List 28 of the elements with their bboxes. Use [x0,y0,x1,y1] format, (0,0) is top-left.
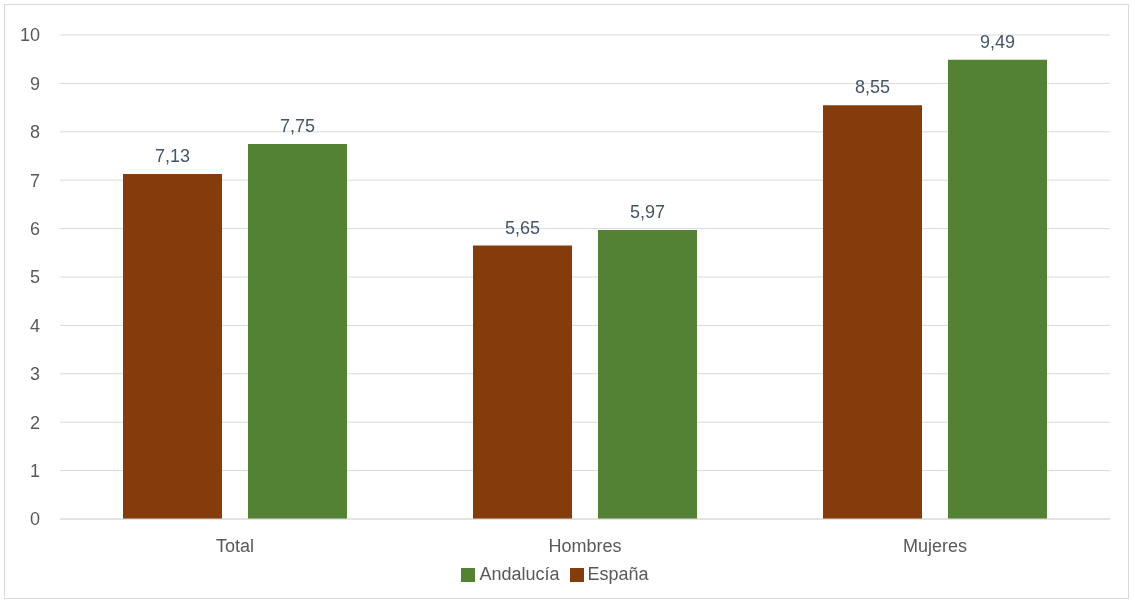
y-tick-label: 3 [29,364,40,385]
x-tick-label: Hombres [548,535,622,556]
bar [248,143,347,519]
y-tick-label: 1 [29,460,40,481]
legend-label: Andalucía [479,564,560,584]
data-label: 7,75 [279,115,316,136]
data-label: 7,13 [154,145,191,166]
y-tick-label: 6 [29,218,40,239]
data-label: 9,49 [979,31,1016,52]
x-tick-label: Mujeres [902,535,968,556]
data-label: 8,55 [854,77,891,98]
x-tick-label: Total [215,535,255,556]
bar [598,230,697,519]
y-tick-label: 2 [29,412,40,433]
y-tick-label: 0 [29,509,40,530]
bar [823,105,922,519]
data-label: 5,97 [629,202,666,223]
y-tick-label: 9 [29,73,40,94]
bar [473,245,572,519]
y-tick-label: 7 [29,170,40,191]
y-tick-label: 8 [29,122,40,143]
y-tick-label: 5 [29,267,40,288]
data-label: 5,65 [504,217,541,238]
bar [123,173,222,519]
y-tick-label: 10 [19,25,40,46]
y-tick-label: 4 [29,315,40,336]
legend-label: España [587,564,649,584]
bar [948,59,1047,519]
